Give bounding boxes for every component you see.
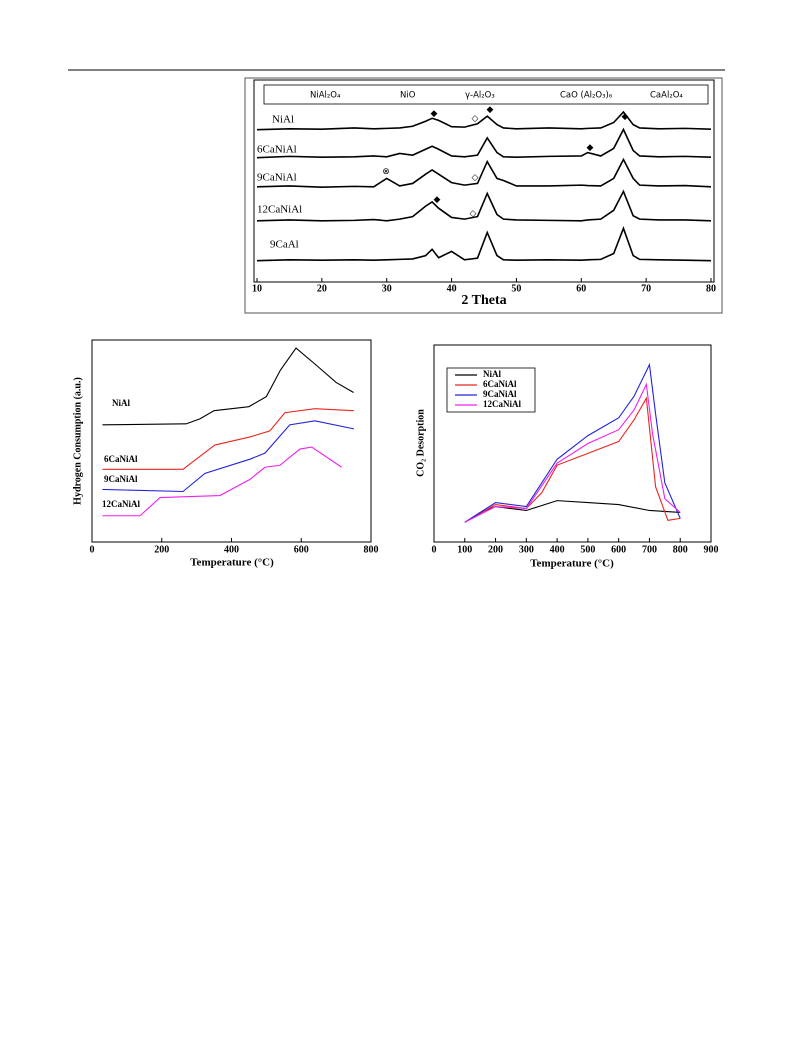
x-tick-label: 10 (252, 283, 262, 294)
x-tick-label: 400 (550, 544, 565, 555)
x-axis-label: Temperature (°C) (190, 557, 274, 569)
phase-markers: ◆ ◆ ◇ ◆ ◆ ⊗ ◇ ◆ ◇ (382, 104, 628, 218)
series-line (256, 226, 712, 262)
x-tick-label: 80 (706, 283, 716, 294)
legend-item: NiAl₂O₄ (310, 91, 341, 101)
x-tick-label: 70 (641, 283, 651, 294)
series-line (102, 408, 354, 470)
x-tick-label: 40 (447, 283, 457, 294)
legend-label: 6CaNiAl (483, 379, 517, 389)
xrd-frame (244, 77, 723, 314)
xrd-plot-frame (253, 79, 715, 283)
marker: ◆ (434, 194, 441, 204)
series-line (464, 500, 681, 523)
x-tick-label: 50 (511, 283, 521, 294)
tpd-plot-frame (433, 344, 712, 543)
series-label: NiAl (272, 114, 294, 126)
series-line (102, 420, 355, 493)
series-label: 9CaNiAl (257, 172, 297, 184)
y-axis-label: Hydrogen Consumption (a.u.) (72, 377, 83, 505)
series-line (256, 189, 712, 222)
series-label: 12CaNiAl (257, 204, 302, 216)
series-label: 9CaNiAl (104, 474, 138, 484)
marker: ◇ (472, 113, 479, 123)
legend-item: CaO (Al₂O₃)₆ (560, 91, 613, 101)
legend-item: γ-Al₂O₃ (465, 91, 495, 101)
series-line (256, 110, 712, 131)
series-line (102, 446, 343, 517)
marker: ◇ (472, 172, 479, 182)
x-tick-label: 200 (488, 544, 503, 555)
legend-item: NiO (400, 91, 416, 101)
legend-item: CaAl₂O₄ (650, 91, 683, 101)
x-tick-label: 800 (364, 544, 379, 555)
marker: ◇ (470, 208, 477, 218)
x-tick-label: 800 (673, 544, 688, 555)
legend-label: NiAl (483, 369, 501, 379)
legend-label: 12CaNiAl (483, 399, 521, 409)
series-line (464, 362, 681, 523)
xrd-legend-box (263, 84, 709, 105)
series-line (464, 382, 681, 523)
x-tick-label: 100 (457, 544, 472, 555)
x-tick-label: 0 (90, 544, 95, 555)
x-tick-label: 30 (382, 283, 392, 294)
series-label: 12CaNiAl (102, 499, 140, 509)
marker: ◆ (487, 104, 494, 114)
x-tick-label: 60 (576, 283, 586, 294)
series-label: 6CaNiAl (257, 144, 297, 156)
marker: ⊗ (382, 166, 390, 176)
x-tick-label: 600 (611, 544, 626, 555)
x-tick-label: 700 (642, 544, 657, 555)
series-line (102, 347, 354, 426)
series-line (464, 396, 681, 523)
marker: ◆ (587, 142, 594, 152)
series-line (256, 157, 712, 189)
marker: ◆ (431, 108, 438, 118)
x-axis-label: 2 Theta (461, 293, 506, 308)
x-tick-label: 20 (317, 283, 327, 294)
x-axis-label: Temperature (°C) (530, 558, 614, 570)
x-tick-label: 400 (224, 544, 239, 555)
x-tick-label: 900 (704, 544, 719, 555)
series-label: 6CaNiAl (104, 454, 138, 464)
x-tick-label: 200 (154, 544, 169, 555)
x-tick-label: 600 (294, 544, 309, 555)
series-label: 9CaAl (270, 239, 299, 251)
x-tick-label: 0 (432, 544, 437, 555)
marker: ◆ (622, 111, 629, 121)
series-label: NiAl (112, 398, 130, 408)
x-tick-label: 500 (580, 544, 595, 555)
x-tick-label: 300 (519, 544, 534, 555)
series-line (256, 127, 712, 159)
legend-label: 9CaNiAl (483, 389, 517, 399)
y-axis-label: CO₂ Desorption (415, 409, 426, 477)
